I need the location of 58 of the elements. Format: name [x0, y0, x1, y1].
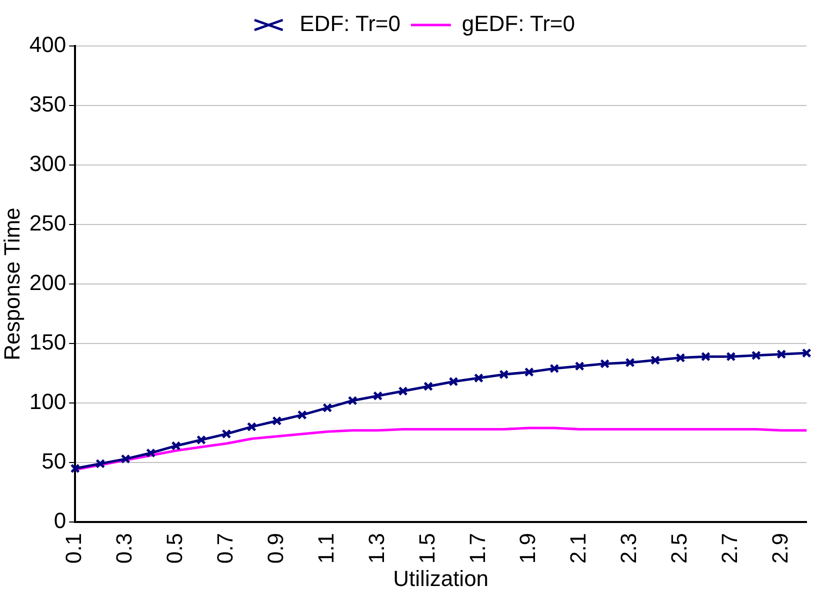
x-tick-label: 2.7 — [716, 533, 742, 564]
point — [650, 355, 660, 365]
point — [272, 416, 282, 426]
x-axis-title: Utilization — [393, 566, 489, 591]
y-axis-title: Response Time — [0, 208, 24, 360]
point — [802, 348, 812, 358]
point — [70, 464, 80, 474]
point — [322, 402, 332, 413]
point — [146, 448, 156, 458]
y-tick-label: 250 — [29, 210, 66, 236]
point — [196, 435, 206, 445]
x-tick-label: 1.1 — [313, 533, 338, 564]
y-tick-label: 300 — [29, 151, 66, 176]
point — [474, 373, 484, 383]
legend-label: EDF: Tr=0 — [300, 11, 400, 36]
point — [499, 370, 509, 380]
x-tick-label: 0.3 — [112, 533, 137, 564]
point — [574, 361, 584, 371]
x-tick-label: 2.1 — [566, 533, 591, 564]
point — [398, 386, 408, 396]
x-tick-label: 0.9 — [262, 533, 288, 564]
point — [600, 358, 610, 369]
x-tick-label: 2.9 — [767, 533, 792, 564]
point — [550, 364, 560, 374]
point — [700, 352, 710, 362]
y-tick-label: 350 — [29, 92, 66, 117]
point — [297, 410, 307, 420]
y-tick-label: 150 — [29, 330, 66, 355]
point — [246, 422, 256, 432]
y-tick-label: 400 — [29, 32, 66, 58]
y-tick-label: 100 — [29, 389, 66, 414]
x-tick-label: 0.1 — [61, 533, 86, 564]
point — [96, 458, 106, 468]
x-tick-label: 1.9 — [515, 533, 540, 564]
point — [423, 382, 434, 392]
x-tick-label: 2.5 — [666, 533, 692, 564]
y-tick-label: 200 — [29, 270, 66, 296]
x-tick-label: 1.7 — [464, 533, 490, 564]
point — [222, 429, 232, 439]
point — [726, 352, 736, 362]
point — [448, 376, 458, 386]
point — [373, 391, 383, 401]
y-tick-label: 0 — [54, 508, 66, 534]
x-tick-label: 0.7 — [212, 533, 238, 564]
point — [676, 353, 686, 363]
point — [625, 358, 635, 368]
point — [776, 349, 786, 360]
legend-label: gEDF: Tr=0 — [462, 11, 575, 36]
point — [171, 441, 181, 451]
x-tick-label: 2.3 — [616, 533, 642, 564]
point — [751, 350, 761, 360]
point — [120, 454, 130, 464]
x-tick-label: 1.5 — [414, 533, 440, 564]
point — [348, 396, 358, 406]
x-tick-label: 0.5 — [162, 533, 188, 564]
x-tick-label: 1.3 — [364, 533, 389, 564]
y-tick-label: 50 — [42, 448, 66, 474]
point — [524, 367, 534, 377]
